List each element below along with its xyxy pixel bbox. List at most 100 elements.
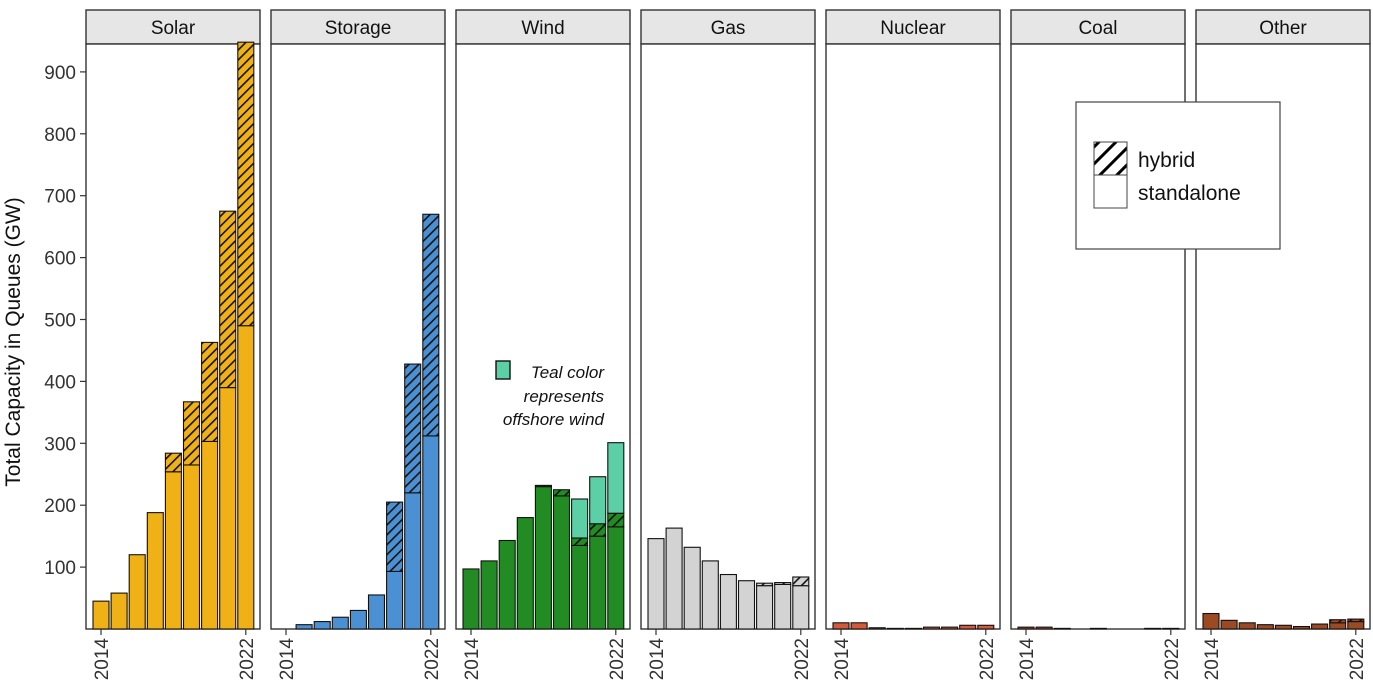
bar-standalone-storage-2022 [422,435,440,630]
bar-offshore-wind-2020 [571,498,589,539]
bar-standalone-coal-2022 [1162,627,1180,630]
bar-standalone-other-2021 [1329,622,1347,630]
bar-standalone-other-2017 [1256,624,1274,630]
bar-offshore-wind-2022 [607,442,625,514]
bar-standalone-solar-2021 [219,387,237,630]
bar-hybrid-other-2022 [1347,618,1365,623]
x-tick-label: 2022 [422,638,443,680]
panel-title-solar: Solar [151,18,196,39]
bar-standalone-solar-2018 [164,471,182,630]
x-tick-label: 2022 [977,638,998,680]
panel-title-coal: Coal [1078,18,1117,39]
panel-wind: Wind 2014 2022 [455,9,631,680]
bar-standalone-other-2019 [1292,625,1311,630]
panel-nuclear: Nuclear 2014 2022 [825,9,1001,681]
legend-hybrid-label: hybrid [1138,149,1195,172]
bar-standalone-wind-2021 [589,535,607,630]
bar-hybrid-storage-2021 [404,363,422,494]
bar-standalone-nuclear-2015 [850,622,868,630]
bar-standalone-other-2018 [1274,624,1292,630]
bar-hybrid-gas-2022 [792,576,810,587]
bar-standalone-gas-2020 [756,585,774,630]
panel-title-wind: Wind [521,18,564,39]
bar-hybrid-storage-2022 [422,213,440,437]
panel-strip-nuclear [825,9,1001,45]
bar-hybrid-wind-2019 [552,489,571,497]
bar-hybrid-wind-2020 [571,537,589,546]
panels-layer: Solar 2014 2022 Storage 2014 2022 Wind 2014 2022… [85,9,1371,681]
bar-standalone-nuclear-2022 [977,624,995,630]
panel-title-storage: Storage [325,18,392,39]
annotation-line-3: offshore wind [503,410,605,429]
bar-standalone-gas-2017 [701,560,719,630]
annotation-line-1: Teal color [531,363,605,382]
panel-storage: Storage 2014 2022 [270,9,446,680]
bar-standalone-coal-2014 [1017,626,1035,630]
bar-standalone-wind-2020 [571,544,589,630]
y-axis: 100 200 300 400 500 600 700 800 900 [44,63,86,579]
bar-hybrid-solar-2021 [219,210,237,389]
bar-standalone-gas-2015 [665,527,683,630]
bar-standalone-nuclear-2016 [868,627,886,630]
bar-standalone-nuclear-2019 [922,626,941,630]
y-tick-label: 200 [44,496,76,517]
bar-standalone-coal-2021 [1144,627,1162,630]
bar-standalone-storage-2019 [367,594,386,630]
y-tick-label: 400 [44,372,76,393]
bar-standalone-gas-2021 [774,583,792,630]
bar-hybrid-solar-2018 [164,452,182,473]
panel-strip-coal [1010,9,1186,45]
bar-hybrid-wind-2018 [534,484,552,488]
panel-strip-gas [640,9,816,45]
x-tick-label: 2014 [647,638,668,681]
bar-standalone-nuclear-2017 [886,627,904,630]
bar-standalone-solar-2022 [237,325,255,630]
bar-standalone-nuclear-2021 [959,624,977,630]
y-tick-label: 100 [44,558,76,579]
bar-standalone-storage-2021 [404,492,422,630]
bar-standalone-other-2016 [1238,622,1256,630]
bar-standalone-solar-2020 [201,440,219,630]
y-tick-label: 500 [44,311,76,332]
bar-standalone-gas-2018 [719,573,737,630]
x-tick-label: 2014 [1017,638,1038,681]
bar-standalone-solar-2017 [146,512,164,630]
bar-hybrid-other-2021 [1329,619,1347,624]
bar-standalone-gas-2016 [683,546,701,630]
bar-standalone-nuclear-2018 [904,627,922,630]
x-tick-label: 2022 [237,638,258,680]
bar-hybrid-wind-2022 [607,512,625,528]
bar-standalone-wind-2018 [534,486,552,630]
bar-standalone-wind-2016 [498,539,516,630]
legend-standalone-label: standalone [1138,182,1241,205]
bar-standalone-solar-2014 [92,600,110,630]
x-tick-label: 2014 [832,638,853,681]
panel-title-gas: Gas [711,18,746,39]
x-tick-label: 2022 [1162,638,1183,680]
bar-offshore-wind-2021 [589,476,607,525]
bar-hybrid-solar-2022 [237,41,255,327]
bar-standalone-coal-2016 [1053,627,1071,630]
bar-hybrid-storage-2020 [386,501,404,572]
annotation-line-2: represents [524,387,605,406]
y-tick-label: 800 [44,125,76,146]
x-tick-label: 2014 [1202,638,1223,681]
legend-standalone-swatch [1093,174,1128,209]
bar-standalone-wind-2022 [607,526,625,630]
x-tick-label: 2022 [1347,638,1368,680]
bar-standalone-wind-2015 [480,560,498,630]
bar-standalone-other-2015 [1220,619,1238,630]
bar-standalone-wind-2017 [516,517,534,630]
bar-standalone-other-2022 [1347,621,1365,630]
panel-strip-solar [85,9,261,45]
bar-standalone-nuclear-2014 [832,622,850,630]
panel-title-nuclear: Nuclear [880,18,946,39]
bar-hybrid-solar-2020 [201,341,219,442]
bar-hybrid-gas-2021 [774,582,792,585]
bar-standalone-storage-2018 [349,609,367,630]
bar-standalone-solar-2019 [182,464,201,630]
bar-standalone-gas-2014 [647,538,665,630]
y-tick-label: 300 [44,434,76,455]
panel-solar: Solar 2014 2022 [85,9,261,680]
bar-standalone-gas-2022 [792,585,810,630]
